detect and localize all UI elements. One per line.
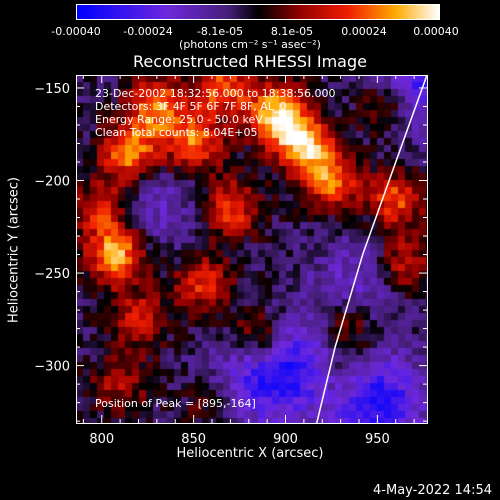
colorbar-tick-label: -0.00040 xyxy=(51,25,101,38)
colorbar-tick-label: 0.00040 xyxy=(413,25,459,38)
y-tick-label: −150 xyxy=(34,82,70,97)
info-detectors: Detectors: 3F 4F 5F 6F 7F 8F, AL_0 xyxy=(95,100,287,113)
colorbar-tick-label: 8.1e-05 xyxy=(270,25,314,38)
y-axis-label: Heliocentric Y (arcsec) xyxy=(6,177,22,323)
y-tick-label: −250 xyxy=(34,267,70,282)
colorbar-units-label: (photons cm⁻² s⁻¹ asec⁻²) xyxy=(179,38,321,51)
solar-limb-curve xyxy=(316,74,428,424)
x-tick-label: 950 xyxy=(365,432,390,447)
x-axis-label: Heliocentric X (arcsec) xyxy=(176,446,324,461)
colorbar-tick-label: -8.1e-05 xyxy=(196,25,244,38)
x-tick-label: 850 xyxy=(181,432,206,447)
y-tick-label: −200 xyxy=(34,175,70,190)
colorbar xyxy=(76,4,440,20)
y-tick-label: −300 xyxy=(34,360,70,375)
info-energy-range: Energy Range: 25.0 - 50.0 keV xyxy=(95,113,263,126)
x-tick-label: 900 xyxy=(273,432,298,447)
axis-ticks: 800 850 900 950 −150 −200 −250 −300 xyxy=(34,75,427,447)
x-tick-label: 800 xyxy=(89,432,114,447)
info-time-range: 23-Dec-2002 18:32:56.000 to 18:38:56.000 xyxy=(95,87,336,100)
chart-title: Reconstructed RHESSI Image xyxy=(133,52,367,71)
info-peak-position: Position of Peak = [895,-164] xyxy=(95,397,256,410)
colorbar-tick-label: 0.00024 xyxy=(341,25,387,38)
plot-frame xyxy=(76,75,428,424)
colorbar-tick-label: -0.00024 xyxy=(123,25,173,38)
heatmap-image xyxy=(76,75,427,423)
footer-timestamp: 4-May-2022 14:54 xyxy=(373,483,492,498)
info-method-counts: Clean Total counts: 8.04E+05 xyxy=(95,126,258,139)
